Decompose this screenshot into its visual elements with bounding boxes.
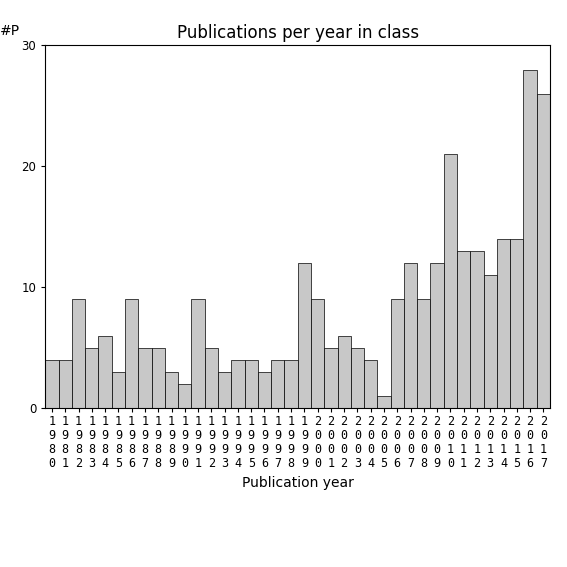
Bar: [244, 360, 258, 408]
Bar: [205, 348, 218, 408]
Bar: [324, 348, 337, 408]
Text: #P: #P: [0, 24, 20, 38]
Bar: [444, 154, 457, 408]
Bar: [138, 348, 151, 408]
X-axis label: Publication year: Publication year: [242, 476, 354, 490]
Bar: [364, 360, 378, 408]
Bar: [537, 94, 550, 408]
Bar: [523, 70, 537, 408]
Bar: [218, 372, 231, 408]
Bar: [72, 299, 85, 408]
Bar: [298, 263, 311, 408]
Bar: [510, 239, 523, 408]
Bar: [497, 239, 510, 408]
Bar: [85, 348, 99, 408]
Bar: [430, 263, 444, 408]
Bar: [231, 360, 244, 408]
Bar: [484, 275, 497, 408]
Bar: [112, 372, 125, 408]
Bar: [417, 299, 430, 408]
Bar: [165, 372, 178, 408]
Bar: [258, 372, 271, 408]
Bar: [45, 360, 58, 408]
Bar: [457, 251, 470, 408]
Title: Publications per year in class: Publications per year in class: [176, 24, 419, 43]
Bar: [351, 348, 364, 408]
Bar: [311, 299, 324, 408]
Bar: [391, 299, 404, 408]
Bar: [404, 263, 417, 408]
Bar: [470, 251, 484, 408]
Bar: [271, 360, 285, 408]
Bar: [285, 360, 298, 408]
Bar: [151, 348, 165, 408]
Bar: [99, 336, 112, 408]
Bar: [192, 299, 205, 408]
Bar: [178, 384, 192, 408]
Bar: [125, 299, 138, 408]
Bar: [337, 336, 351, 408]
Bar: [58, 360, 72, 408]
Bar: [378, 396, 391, 408]
